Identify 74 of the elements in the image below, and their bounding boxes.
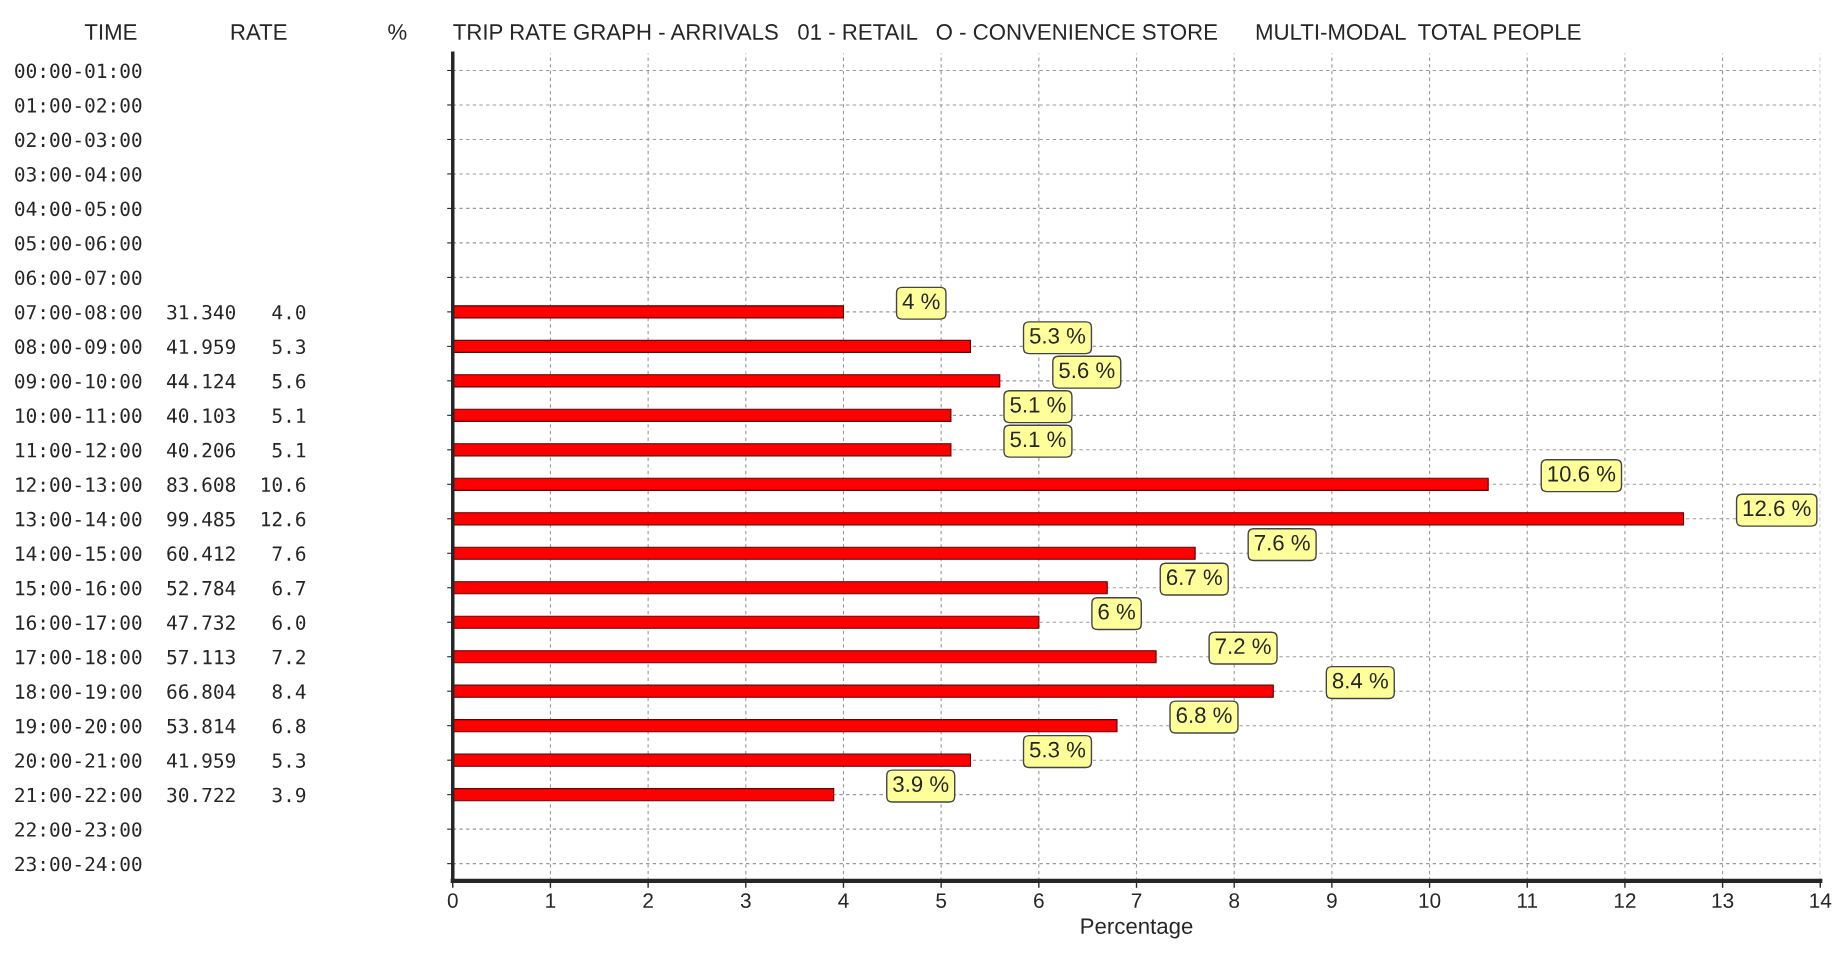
bar — [452, 788, 835, 802]
text: RATE — [231, 24, 287, 40]
x-tick-label: 2 — [643, 893, 653, 908]
y-tick-label: 03:00-04:00 — [15, 166, 142, 182]
bar — [452, 684, 1274, 698]
data-label: 5.3 % — [1029, 327, 1086, 344]
y-tick-label: 09:00-10:00 44.124 5.6 — [15, 373, 306, 389]
y-tick-label: 06:00-07:00 — [15, 270, 142, 286]
x-tick-label: 7 — [1131, 893, 1142, 908]
text: TIME — [84, 24, 137, 40]
y-tick-label: 05:00-06:00 — [15, 235, 142, 251]
data-label: 5.3 % — [1029, 741, 1086, 758]
y-tick-label: 04:00-05:00 — [15, 201, 142, 217]
y-tick-label: 12:00-13:00 83.608 10.6 — [16, 477, 306, 493]
x-tick-label: 8 — [1229, 893, 1240, 908]
x-tick-label: 10 — [1419, 893, 1441, 908]
y-tick-label: 00:00-01:00 — [15, 63, 142, 79]
bar — [452, 753, 972, 767]
bar — [452, 408, 952, 422]
x-tick-label: 13 — [1712, 893, 1734, 908]
y-tick-label: 14:00-15:00 60.412 7.6 — [16, 546, 306, 561]
bar — [452, 581, 1108, 595]
data-label: 12.6 % — [1743, 500, 1811, 517]
y-tick-label: 11:00-12:00 40.206 5.1 — [16, 442, 306, 458]
y-tick-label: 02:00-03:00 — [15, 132, 142, 148]
data-label: 5.1 % — [1010, 397, 1066, 413]
x-tick-label: 14 — [1810, 893, 1832, 908]
data-label: 5.1 % — [1010, 431, 1066, 448]
y-tick-label: 21:00-22:00 30.722 3.9 — [15, 787, 306, 803]
bar — [452, 615, 1040, 629]
data-label: 7.2 % — [1215, 638, 1271, 654]
y-tick-label: 16:00-17:00 47.732 6.0 — [16, 615, 306, 630]
x-tick-label: 1 — [546, 893, 556, 908]
y-tick-label: 19:00-20:00 53.814 6.8 — [16, 718, 306, 734]
data-label: 8.4 % — [1332, 672, 1388, 689]
y-tick-label: 23:00-24:00 — [15, 856, 142, 872]
chart-title: TRIP RATE GRAPH - ARRIVALS 01 - RETAIL O - CONVENIENCE STORE MULTI-MODAL TOTAL PEOPLE — [453, 24, 1581, 40]
x-tick-label: 12 — [1614, 893, 1636, 908]
x-tick-label: 4 — [838, 893, 849, 908]
x-tick-label: 0 — [447, 893, 458, 908]
bar — [452, 305, 845, 319]
y-tick-label: 20:00-21:00 41.959 5.3 — [15, 753, 306, 768]
data-label: 10.6 % — [1548, 465, 1616, 482]
y-tick-label: 17:00-18:00 57.113 7.2 — [16, 649, 305, 665]
x-tick-label: 3 — [740, 893, 751, 908]
bar — [452, 477, 1489, 491]
y-tick-label: 10:00-11:00 40.103 5.1 — [16, 408, 306, 424]
y-tick-label: 08:00-09:00 41.959 5.3 — [15, 339, 306, 355]
y-tick-label: 18:00-19:00 66.804 8.4 — [16, 684, 306, 699]
text: % — [388, 24, 407, 40]
y-tick-label: 13:00-14:00 99.485 12.6 — [16, 511, 306, 527]
data-label: 6.7 % — [1166, 569, 1222, 586]
y-tick-label: 22:00-23:00 — [15, 822, 142, 837]
data-label: 6.8 % — [1176, 707, 1232, 724]
data-label: 4 % — [902, 293, 940, 310]
data-label: 3.9 % — [893, 776, 949, 793]
bar — [452, 443, 952, 457]
x-tick-label: 5 — [936, 893, 947, 908]
data-label: 6 % — [1098, 603, 1135, 620]
x-tick-label: 9 — [1327, 893, 1337, 908]
data-label: 5.6 % — [1059, 362, 1115, 379]
y-tick-label: 07:00-08:00 31.340 4.0 — [15, 304, 306, 320]
x-axis-title: Percentage — [1081, 918, 1193, 939]
x-tick-label: 6 — [1034, 893, 1044, 908]
y-tick-label: 01:00-02:00 — [15, 97, 142, 113]
bar — [452, 374, 1001, 388]
bar — [452, 339, 972, 353]
data-label: 7.6 % — [1254, 534, 1310, 551]
x-tick-label: 11 — [1518, 893, 1538, 908]
bar — [452, 650, 1157, 664]
bar — [452, 719, 1118, 733]
y-tick-label: 15:00-16:00 52.784 6.7 — [16, 580, 306, 596]
bar — [452, 512, 1685, 526]
bar — [452, 546, 1196, 560]
